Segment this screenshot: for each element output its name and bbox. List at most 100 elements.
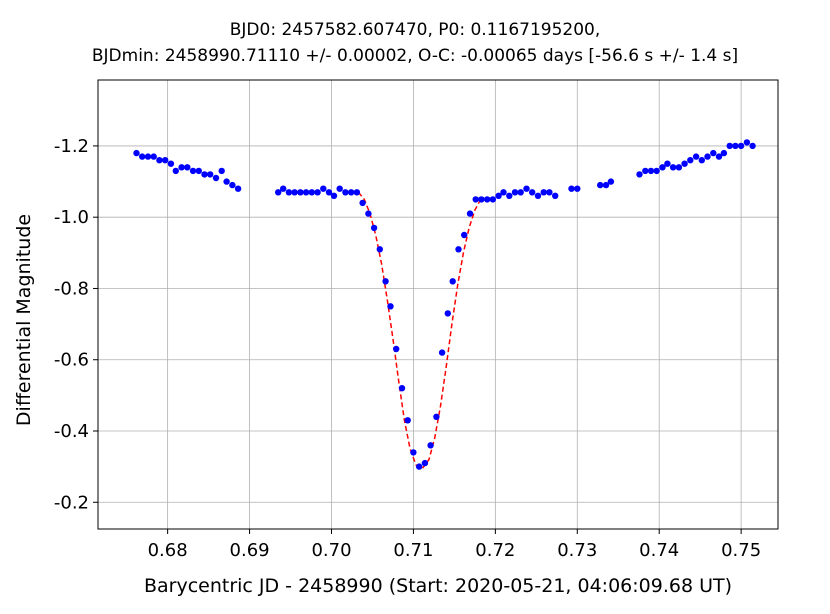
data-point — [398, 385, 406, 392]
data-point — [720, 149, 728, 157]
data-point — [636, 171, 643, 178]
data-point — [675, 164, 683, 171]
data-point — [393, 345, 400, 353]
data-point — [495, 192, 502, 199]
data-point — [229, 181, 236, 189]
data-point — [156, 157, 163, 164]
data-point — [404, 417, 411, 424]
data-point — [275, 189, 282, 196]
data-point — [607, 178, 615, 185]
y-tick-label: -1.2 — [54, 136, 89, 157]
x-tick-label: 0.72 — [475, 540, 515, 561]
data-point — [552, 192, 559, 199]
y-tick-label: -1.0 — [54, 207, 89, 228]
data-point — [602, 181, 610, 189]
data-point — [529, 189, 536, 196]
data-point — [433, 413, 440, 420]
data-point — [139, 153, 146, 160]
data-point — [336, 185, 343, 192]
data-point — [302, 189, 310, 196]
data-point — [234, 185, 242, 192]
data-point — [144, 153, 152, 160]
data-point — [506, 192, 513, 199]
data-point — [687, 157, 694, 164]
x-tick-label: 0.69 — [230, 540, 270, 561]
data-point — [353, 189, 361, 196]
data-point — [365, 210, 372, 217]
data-point — [133, 149, 140, 157]
data-point — [642, 167, 649, 175]
y-tick-label: -0.8 — [54, 278, 89, 299]
chart-title-line-2: BJDmin: 2458990.71110 +/- 0.00002, O-C: … — [91, 46, 739, 66]
data-point — [466, 210, 474, 217]
data-point — [534, 192, 542, 199]
data-point — [195, 167, 202, 175]
data-point — [726, 142, 733, 150]
data-point — [178, 164, 185, 171]
data-point — [732, 142, 739, 150]
data-point — [669, 164, 677, 171]
data-point — [692, 153, 700, 160]
data-point — [698, 157, 705, 164]
data-point — [410, 449, 417, 456]
data-point — [653, 167, 660, 175]
data-point — [489, 196, 497, 203]
data-point — [382, 278, 389, 285]
data-point — [308, 189, 315, 196]
grid — [98, 80, 778, 529]
x-axis-label: Barycentric JD - 2458990 (Start: 2020-05… — [143, 575, 733, 597]
data-point — [167, 160, 175, 167]
data-point — [348, 189, 355, 196]
x-tick-label: 0.73 — [557, 540, 597, 561]
data-point — [517, 189, 524, 196]
x-tick-label: 0.71 — [393, 540, 433, 561]
data-point — [320, 185, 327, 192]
data-point — [212, 174, 220, 182]
data-point — [416, 463, 423, 470]
data-point — [297, 189, 304, 196]
data-point — [444, 310, 451, 317]
data-point — [189, 167, 197, 175]
data-point — [659, 164, 666, 171]
data-point — [743, 139, 751, 146]
data-point — [370, 224, 378, 232]
data-point — [291, 189, 298, 196]
data-point — [574, 185, 581, 192]
data-point — [540, 189, 547, 196]
x-tick-label: 0.74 — [639, 540, 679, 561]
data-point — [546, 189, 553, 196]
data-point — [647, 167, 655, 175]
data-point — [523, 185, 530, 192]
data-point — [207, 171, 214, 178]
data-point — [387, 303, 394, 310]
data-point — [478, 196, 485, 203]
chart-title-line-1: BJD0: 2457582.607470, P0: 0.1167195200, — [229, 20, 601, 40]
data-point — [681, 160, 688, 167]
data-point — [184, 164, 191, 171]
data-point — [664, 160, 671, 167]
data-point — [710, 149, 717, 157]
data-point — [280, 185, 287, 192]
data-point — [223, 178, 230, 185]
data-point — [359, 199, 366, 207]
data-point — [150, 153, 157, 160]
data-point — [438, 349, 446, 356]
data-point — [342, 189, 349, 196]
data-points-layer — [133, 139, 756, 470]
data-point — [704, 153, 711, 160]
data-point — [330, 192, 338, 199]
data-point — [715, 153, 723, 160]
data-point — [162, 157, 169, 164]
y-axis-label: Differential Magnitude — [13, 213, 35, 427]
data-point — [749, 142, 756, 150]
x-tick-label: 0.68 — [148, 540, 188, 561]
y-tick-label: -0.2 — [54, 492, 89, 513]
data-point — [314, 189, 321, 196]
data-point — [461, 231, 468, 239]
data-point — [449, 278, 456, 285]
data-point — [218, 167, 225, 175]
x-tick-label: 0.70 — [311, 540, 351, 561]
data-point — [597, 181, 604, 189]
data-point — [511, 189, 519, 196]
